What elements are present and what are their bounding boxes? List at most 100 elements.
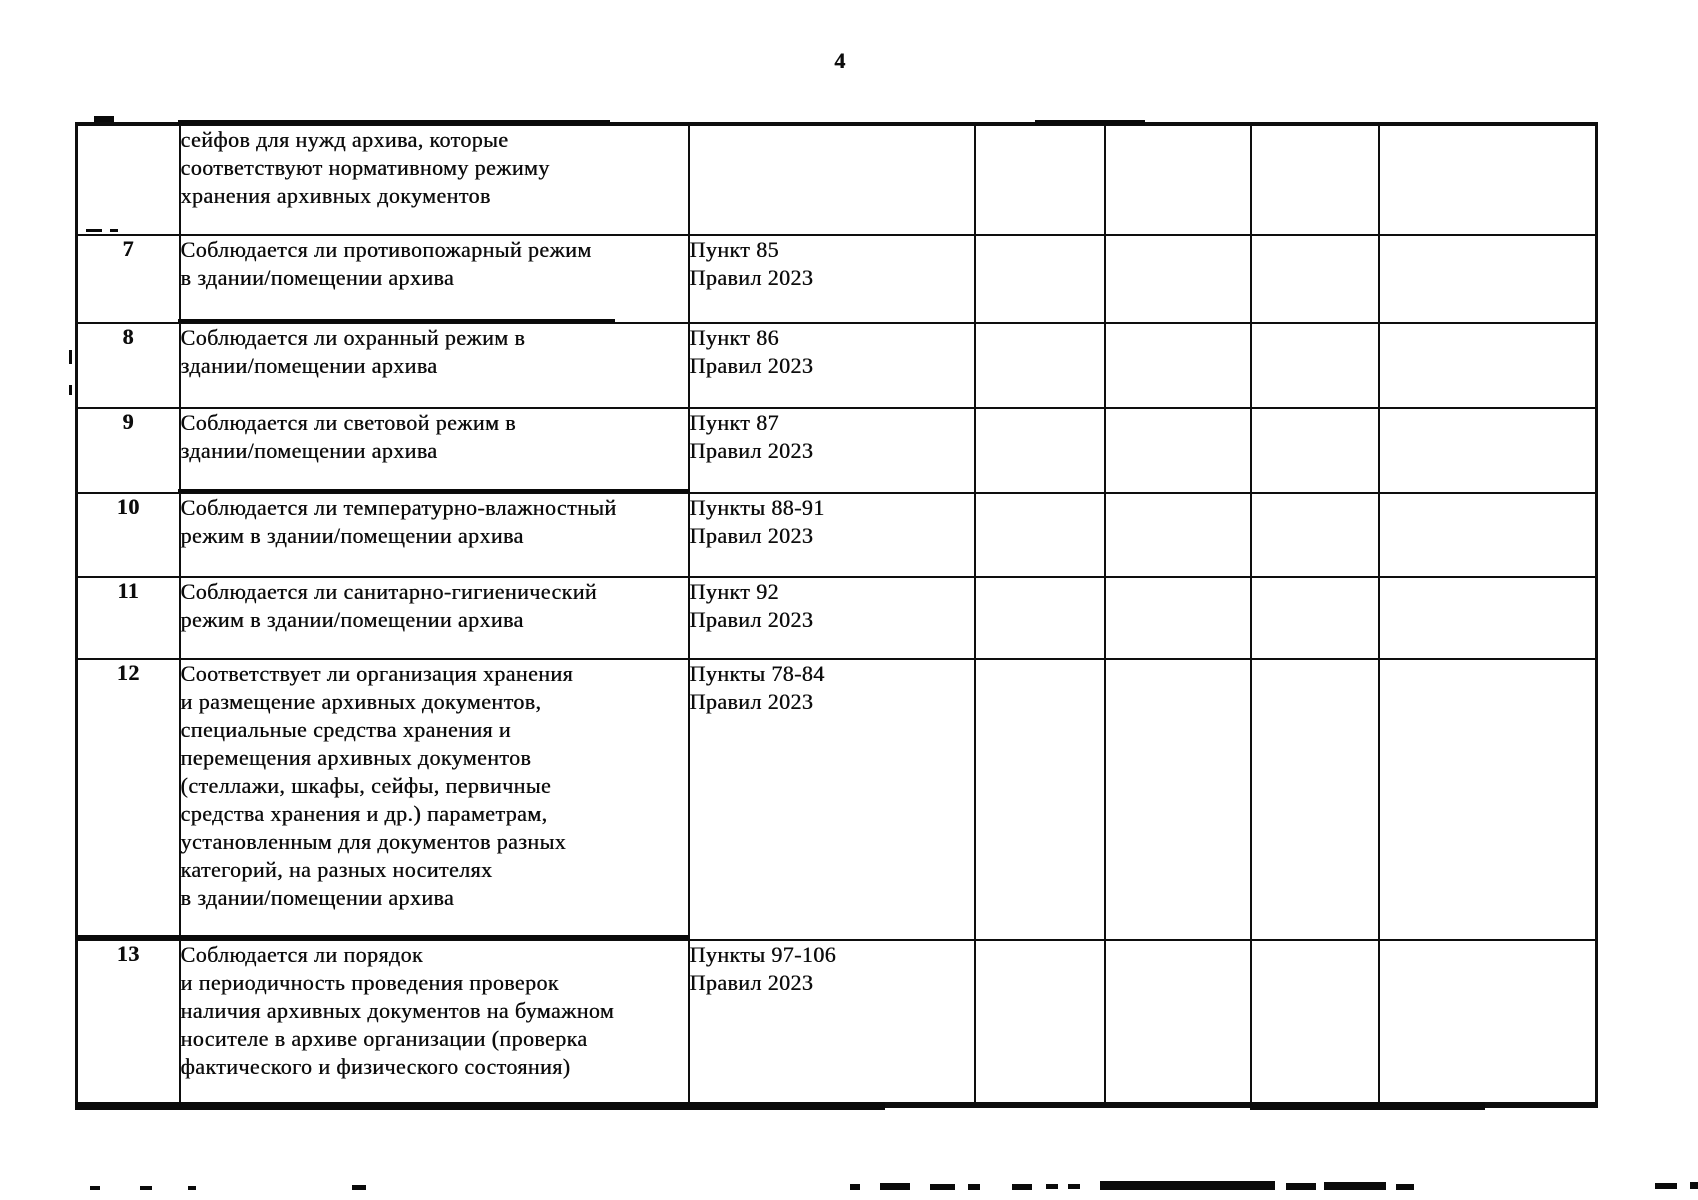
table-row: сейфов для нужд архива, которые соответс… <box>75 122 1598 237</box>
scan-artifact <box>1046 1184 1058 1189</box>
cell-empty <box>973 321 1106 409</box>
scan-artifact <box>1250 1102 1485 1110</box>
scan-artifact <box>880 1183 910 1190</box>
scan-artifact <box>110 229 118 232</box>
scan-artifact <box>1396 1184 1414 1190</box>
cell-reference: Пункт 85 Правил 2023 <box>687 234 976 324</box>
scan-artifact <box>1100 1181 1275 1190</box>
cell-row-number: 9 <box>75 406 181 495</box>
scan-artifact <box>1324 1182 1386 1190</box>
cell-empty <box>1377 576 1598 660</box>
scan-artifact <box>75 935 690 940</box>
cell-empty <box>1103 234 1252 324</box>
cell-question: Соблюдается ли охранный режим в здании/п… <box>178 321 690 409</box>
scan-artifact <box>1012 1184 1032 1190</box>
scan-artifact <box>178 489 690 493</box>
scan-artifact <box>1655 1183 1677 1189</box>
cell-empty <box>1377 939 1598 1106</box>
table-row: 9 Соблюдается ли световой режим в здании… <box>75 406 1598 495</box>
cell-empty <box>1249 492 1380 579</box>
cell-empty <box>1103 939 1252 1106</box>
cell-empty <box>1377 122 1598 237</box>
scan-artifact <box>94 116 114 122</box>
row-number-text: 9 <box>122 408 134 434</box>
cell-question: Соблюдается ли световой режим в здании/п… <box>178 406 690 495</box>
cell-reference: Пункты 97-106 Правил 2023 <box>687 939 976 1106</box>
reference-text: Пункт 86 Правил 2023 <box>689 324 814 378</box>
cell-empty <box>1103 492 1252 579</box>
reference-text: Пункт 85 Правил 2023 <box>689 237 814 291</box>
cell-empty <box>1249 122 1380 237</box>
question-text: Соблюдается ли световой режим в здании/п… <box>180 409 516 463</box>
scan-artifact <box>930 1184 955 1190</box>
cell-empty <box>1249 939 1380 1106</box>
cell-reference: Пункты 78-84 Правил 2023 <box>687 657 976 942</box>
cell-question: сейфов для нужд архива, которые соответс… <box>178 122 690 237</box>
cell-reference: Пункты 88-91 Правил 2023 <box>687 492 976 579</box>
reference-text: Пункты 97-106 Правил 2023 <box>689 942 836 996</box>
cell-empty <box>973 492 1106 579</box>
scan-artifact <box>75 1102 885 1110</box>
cell-empty <box>973 234 1106 324</box>
cell-row-number: 11 <box>75 576 181 660</box>
scan-artifact <box>1035 120 1145 125</box>
reference-text: Пункты 78-84 Правил 2023 <box>689 660 825 714</box>
question-text: Соблюдается ли охранный режим в здании/п… <box>180 324 526 378</box>
page-number: 4 <box>834 48 846 73</box>
scan-artifact <box>850 1184 860 1190</box>
scan-artifact <box>90 1186 100 1190</box>
cell-empty <box>1249 234 1380 324</box>
cell-empty <box>1377 234 1598 324</box>
cell-empty <box>1249 657 1380 942</box>
question-text: Соблюдается ли противопожарный режим в з… <box>180 237 592 291</box>
scan-artifact <box>1068 1184 1080 1189</box>
scan-artifact <box>69 385 72 395</box>
cell-empty <box>1377 492 1598 579</box>
cell-question: Соблюдается ли порядок и периодичность п… <box>178 939 690 1106</box>
cell-empty <box>973 576 1106 660</box>
cell-empty <box>973 939 1106 1106</box>
cell-row-number: 12 <box>75 657 181 942</box>
question-text: Соблюдается ли порядок и периодичность п… <box>180 942 615 1080</box>
table-row: 11 Соблюдается ли санитарно-гигиенически… <box>75 576 1598 660</box>
cell-empty <box>1377 406 1598 495</box>
cell-question: Соблюдается ли санитарно-гигиенический р… <box>178 576 690 660</box>
cell-empty <box>973 657 1106 942</box>
cell-empty <box>1377 321 1598 409</box>
cell-row-number: 7 <box>75 234 181 324</box>
cell-reference: Пункт 86 Правил 2023 <box>687 321 976 409</box>
cell-row-number: 10 <box>75 492 181 579</box>
scan-artifact <box>140 1186 152 1190</box>
cell-empty <box>973 122 1106 237</box>
cell-empty <box>973 406 1106 495</box>
row-number-text: 13 <box>116 941 140 967</box>
question-text: Соответствует ли организация хранения и … <box>180 660 573 910</box>
cell-empty <box>1103 406 1252 495</box>
scan-artifact <box>178 120 610 125</box>
cell-empty <box>1103 657 1252 942</box>
cell-question: Соответствует ли организация хранения и … <box>178 657 690 942</box>
cell-reference <box>687 122 976 237</box>
table-row: 8 Соблюдается ли охранный режим в здании… <box>75 321 1598 409</box>
row-number-text: 12 <box>116 659 140 685</box>
checklist-table-wrap: сейфов для нужд архива, которые соответс… <box>75 122 1598 1108</box>
cell-empty <box>1103 321 1252 409</box>
scan-artifact <box>1690 1182 1698 1189</box>
cell-empty <box>1249 321 1380 409</box>
checklist-table: сейфов для нужд архива, которые соответс… <box>75 122 1598 1108</box>
scan-artifact <box>178 319 615 323</box>
cell-empty <box>1103 576 1252 660</box>
table-row: 12 Соответствует ли организация хранения… <box>75 657 1598 942</box>
row-number-text: 11 <box>117 578 140 604</box>
table-row: 7 Соблюдается ли противопожарный режим в… <box>75 234 1598 324</box>
table-row: 13 Соблюдается ли порядок и периодичност… <box>75 939 1598 1106</box>
scan-artifact <box>352 1185 366 1190</box>
cell-row-number: 8 <box>75 321 181 409</box>
cell-reference: Пункт 92 Правил 2023 <box>687 576 976 660</box>
table-row: 10 Соблюдается ли температурно-влажностн… <box>75 492 1598 579</box>
scan-artifact <box>188 1186 196 1190</box>
cell-empty <box>1249 576 1380 660</box>
reference-text: Пункты 88-91 Правил 2023 <box>689 495 825 549</box>
question-text: сейфов для нужд архива, которые соответс… <box>180 127 550 208</box>
